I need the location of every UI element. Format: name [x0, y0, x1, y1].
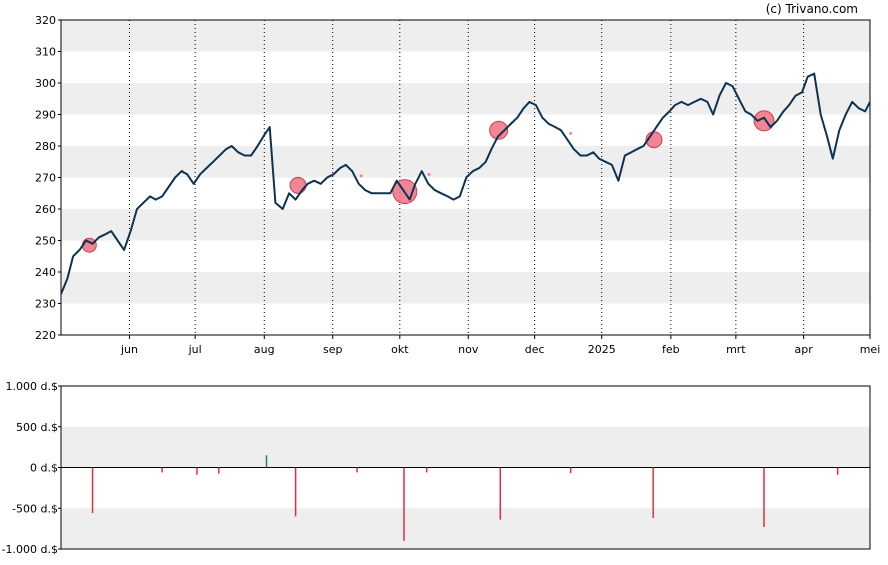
grid-band [61, 146, 870, 178]
x-tick-label: mrt [726, 343, 746, 356]
grid-band [61, 508, 870, 549]
y-tick-label: -1.000 d.$ [2, 543, 58, 556]
grid-band [61, 426, 870, 468]
y-tick-label: 280 [35, 140, 56, 153]
y-tick-label: 320 [35, 14, 56, 27]
x-tick-label: 2025 [588, 343, 616, 356]
transaction-marker [359, 174, 363, 178]
x-tick-label: jul [188, 343, 202, 356]
y-tick-label: 500 d.$ [16, 421, 58, 434]
copyright-text: (c) Trivano.com [766, 2, 858, 16]
grid-band [61, 272, 870, 304]
y-tick-label: 240 [35, 266, 56, 279]
x-tick-label: nov [458, 343, 479, 356]
transaction-marker [489, 120, 509, 140]
y-tick-label: 1.000 d.$ [6, 380, 58, 393]
transaction-marker [289, 176, 307, 194]
y-tick-label: 220 [35, 329, 56, 342]
y-tick-label: 300 [35, 77, 56, 90]
transaction-chart: -1.000 d.$ -500 d.$ 0 d.$ 500 d.$ 1.000 d.$ [2, 380, 871, 556]
x-tick-label: aug [254, 343, 275, 356]
x-tick-label: dec [525, 343, 545, 356]
y-tick-label: 230 [35, 298, 56, 311]
transaction-marker [81, 237, 97, 253]
grid-band [61, 209, 870, 241]
x-tick-label: jun [120, 343, 138, 356]
x-tick-label: okt [391, 343, 409, 356]
price-line [60, 72, 871, 295]
x-tick-label: feb [662, 343, 680, 356]
transaction-marker [569, 131, 573, 135]
y-tick-label: -500 d.$ [12, 502, 58, 515]
y-tick-label: 260 [35, 203, 56, 216]
grid-band [61, 20, 870, 52]
y-tick-label: 270 [35, 172, 56, 185]
y-tick-label: 290 [35, 109, 56, 122]
x-tick-label: mei [860, 343, 881, 356]
y-tick-label: 0 d.$ [30, 462, 58, 475]
price-chart: 220 230 240 250 260 270 280 290 300 310 320 jun jul a… [35, 14, 880, 356]
grid-band [61, 83, 870, 115]
y-tick-label: 250 [35, 235, 56, 248]
transaction-marker [427, 172, 431, 176]
x-tick-label: apr [794, 343, 813, 356]
y-tick-label: 310 [35, 46, 56, 59]
x-tick-label: sep [323, 343, 342, 356]
